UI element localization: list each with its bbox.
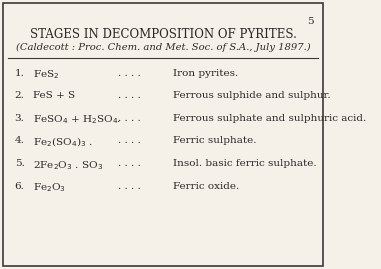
Text: . . . .: . . . . xyxy=(118,136,140,145)
Text: Ferrous sulphate and sulphuric acid.: Ferrous sulphate and sulphuric acid. xyxy=(173,114,366,122)
Text: STAGES IN DECOMPOSITION OF PYRITES.: STAGES IN DECOMPOSITION OF PYRITES. xyxy=(30,28,297,41)
Text: Ferric oxide.: Ferric oxide. xyxy=(173,182,239,190)
Text: FeSO$_4$ + H$_2$SO$_4$.: FeSO$_4$ + H$_2$SO$_4$. xyxy=(33,114,121,126)
Text: (Caldecott : Proc. Chem. and Met. Soc. of S.A., July 1897.): (Caldecott : Proc. Chem. and Met. Soc. o… xyxy=(16,43,311,52)
Text: . . . .: . . . . xyxy=(118,91,140,100)
Text: 5: 5 xyxy=(307,17,314,26)
Text: . . . .: . . . . xyxy=(118,182,140,190)
Text: Fe$_2$(SO$_4$)$_3$ .: Fe$_2$(SO$_4$)$_3$ . xyxy=(33,136,93,150)
Text: 6.: 6. xyxy=(15,182,24,190)
Text: 3.: 3. xyxy=(15,114,24,122)
Text: Iron pyrites.: Iron pyrites. xyxy=(173,69,238,77)
Text: Ferrous sulphide and sulphur.: Ferrous sulphide and sulphur. xyxy=(173,91,331,100)
Text: FeS$_2$: FeS$_2$ xyxy=(33,69,59,82)
Text: 2.: 2. xyxy=(15,91,24,100)
Text: Fe$_2$O$_3$: Fe$_2$O$_3$ xyxy=(33,182,66,194)
Text: . . . .: . . . . xyxy=(118,114,140,122)
Text: 5.: 5. xyxy=(15,159,24,168)
Text: . . . .: . . . . xyxy=(118,69,140,77)
Text: Insol. basic ferric sulphate.: Insol. basic ferric sulphate. xyxy=(173,159,317,168)
FancyBboxPatch shape xyxy=(3,3,323,266)
Text: Ferric sulphate.: Ferric sulphate. xyxy=(173,136,256,145)
Text: . . . .: . . . . xyxy=(118,159,140,168)
Text: 1.: 1. xyxy=(15,69,24,77)
Text: FeS + S: FeS + S xyxy=(33,91,75,100)
Text: 4.: 4. xyxy=(15,136,24,145)
Text: 2Fe$_2$O$_3$ . SO$_3$: 2Fe$_2$O$_3$ . SO$_3$ xyxy=(33,159,103,172)
